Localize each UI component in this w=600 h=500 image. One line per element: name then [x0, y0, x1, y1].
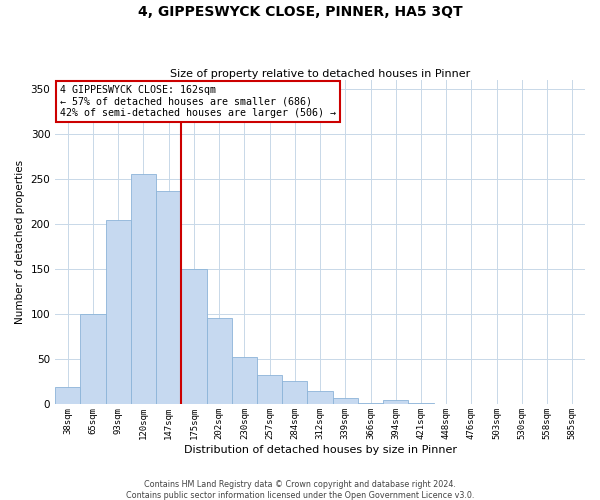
Bar: [332, 398, 358, 404]
Bar: [80, 314, 106, 404]
Text: 4 GIPPESWYCK CLOSE: 162sqm
← 57% of detached houses are smaller (686)
42% of sem: 4 GIPPESWYCK CLOSE: 162sqm ← 57% of deta…: [61, 84, 337, 118]
Bar: [181, 269, 206, 404]
Bar: [106, 220, 131, 404]
Bar: [383, 400, 409, 404]
Bar: [409, 402, 434, 404]
Bar: [55, 388, 80, 404]
Y-axis label: Number of detached properties: Number of detached properties: [15, 160, 25, 324]
Bar: [206, 318, 232, 404]
Bar: [131, 174, 156, 404]
Text: Contains HM Land Registry data © Crown copyright and database right 2024.
Contai: Contains HM Land Registry data © Crown c…: [126, 480, 474, 500]
Bar: [257, 374, 282, 404]
X-axis label: Distribution of detached houses by size in Pinner: Distribution of detached houses by size …: [184, 445, 457, 455]
Bar: [232, 356, 257, 405]
Text: 4, GIPPESWYCK CLOSE, PINNER, HA5 3QT: 4, GIPPESWYCK CLOSE, PINNER, HA5 3QT: [137, 5, 463, 19]
Bar: [282, 381, 307, 404]
Bar: [156, 190, 181, 404]
Title: Size of property relative to detached houses in Pinner: Size of property relative to detached ho…: [170, 69, 470, 79]
Bar: [358, 402, 383, 404]
Bar: [307, 391, 332, 404]
